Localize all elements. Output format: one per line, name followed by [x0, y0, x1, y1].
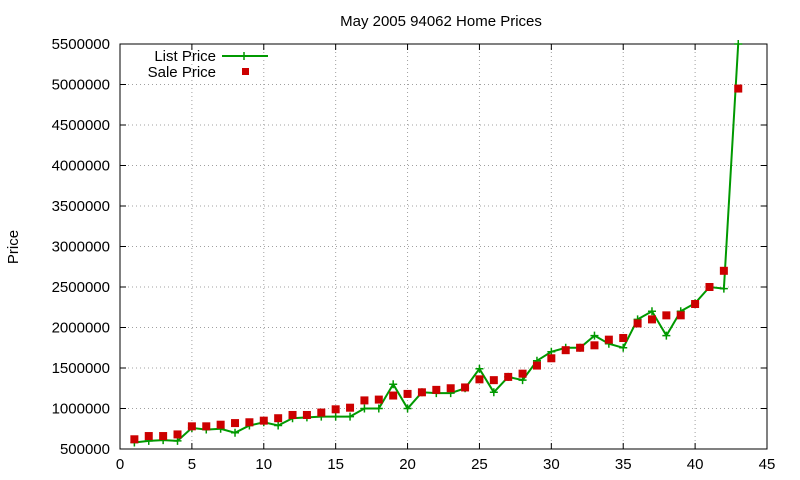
data-point-list-price: [647, 307, 656, 316]
data-point-list-price: [662, 331, 671, 340]
legend-swatch-sale-price: [242, 68, 249, 75]
data-point-sale-price: [619, 334, 628, 343]
y-tick-label: 2500000: [52, 279, 110, 296]
data-point-list-price: [374, 404, 383, 413]
series-layer: [130, 40, 743, 447]
y-tick-label: 1500000: [52, 360, 110, 377]
data-point-sale-price: [259, 416, 268, 425]
y-tick-label: 2000000: [52, 320, 110, 337]
data-point-sale-price: [647, 315, 656, 324]
data-point-list-price: [619, 343, 628, 352]
data-point-sale-price: [532, 361, 541, 370]
legend-label-list-price: List Price: [154, 48, 216, 65]
y-tick-label: 4500000: [52, 117, 110, 134]
data-point-sale-price: [159, 432, 168, 441]
data-point-sale-price: [662, 311, 671, 320]
data-point-sale-price: [604, 335, 613, 344]
data-point-sale-price: [676, 311, 685, 320]
data-point-sale-price: [130, 435, 139, 444]
legend: List Price Sale Price: [148, 48, 268, 81]
plot-frame: [119, 43, 768, 450]
data-point-sale-price: [231, 419, 240, 428]
data-point-list-price: [274, 421, 283, 430]
data-point-sale-price: [461, 383, 470, 392]
legend-swatch-list-price-marker: [240, 52, 248, 60]
data-point-sale-price: [374, 395, 383, 404]
grid-lines: [120, 44, 767, 449]
chart-title: May 2005 94062 Home Prices: [340, 13, 542, 30]
x-tick-label: 20: [399, 456, 416, 473]
y-tick-label: 5000000: [52, 77, 110, 94]
tick-labels: 0 5 10 15 20 25 30 35 40 45 500000 1000000 1500000 20…: [52, 36, 776, 473]
x-tick-label: 10: [255, 456, 272, 473]
data-point-sale-price: [489, 376, 498, 385]
data-point-sale-price: [633, 319, 642, 328]
series-line-list-price: [134, 43, 740, 444]
y-tick-label: 500000: [60, 441, 110, 458]
data-point-sale-price: [475, 375, 484, 384]
legend-label-sale-price: Sale Price: [148, 64, 216, 81]
data-point-sale-price: [389, 391, 398, 400]
data-point-sale-price: [173, 430, 182, 439]
data-point-sale-price: [417, 388, 426, 397]
data-point-sale-price: [705, 283, 714, 291]
data-point-sale-price: [590, 341, 599, 350]
data-point-sale-price: [518, 369, 527, 378]
x-tick-label: 15: [327, 456, 344, 473]
y-tick-label: 3000000: [52, 239, 110, 256]
series-sale-price: [130, 84, 743, 444]
x-tick-label: 30: [543, 456, 560, 473]
data-point-list-price: [346, 412, 355, 421]
data-point-sale-price: [403, 389, 412, 398]
y-tick-label: 3500000: [52, 198, 110, 215]
y-tick-label: 5500000: [52, 36, 110, 53]
data-point-sale-price: [547, 354, 556, 363]
x-tick-label: 5: [188, 456, 196, 473]
data-point-list-price: [389, 380, 398, 389]
data-point-sale-price: [216, 420, 225, 429]
data-point-sale-price: [432, 385, 441, 394]
data-point-sale-price: [317, 408, 326, 417]
x-tick-label: 35: [615, 456, 632, 473]
data-point-sale-price: [561, 346, 570, 355]
axis-ticks: [119, 43, 768, 450]
x-tick-label: 45: [759, 456, 776, 473]
data-point-sale-price: [302, 410, 311, 419]
data-point-list-price: [231, 428, 240, 437]
x-tick-label: 25: [471, 456, 488, 473]
data-point-sale-price: [360, 396, 369, 405]
y-tick-label: 4000000: [52, 158, 110, 175]
data-point-sale-price: [187, 422, 196, 431]
data-point-list-price: [734, 40, 743, 48]
x-tick-label: 40: [687, 456, 704, 473]
data-point-sale-price: [446, 384, 455, 393]
data-point-sale-price: [504, 372, 513, 381]
data-point-list-price: [719, 284, 728, 293]
data-point-list-price: [360, 404, 369, 413]
data-point-sale-price: [719, 266, 728, 275]
data-point-list-price: [475, 364, 484, 373]
data-point-sale-price: [576, 343, 585, 352]
data-point-list-price: [331, 412, 340, 421]
data-point-sale-price: [331, 405, 340, 414]
data-point-sale-price: [245, 418, 254, 427]
data-point-sale-price: [346, 403, 355, 412]
data-point-sale-price: [734, 84, 743, 93]
data-point-list-price: [489, 388, 498, 397]
y-axis-label: Price: [5, 230, 22, 264]
data-point-list-price: [403, 404, 412, 413]
y-tick-label: 1000000: [52, 401, 110, 418]
data-point-sale-price: [202, 422, 211, 431]
data-point-sale-price: [144, 432, 153, 441]
x-tick-label: 0: [116, 456, 124, 473]
data-point-list-price: [590, 331, 599, 340]
data-point-sale-price: [288, 410, 297, 419]
data-point-sale-price: [274, 414, 283, 423]
series-list-price: [130, 40, 743, 447]
data-point-sale-price: [691, 300, 700, 309]
